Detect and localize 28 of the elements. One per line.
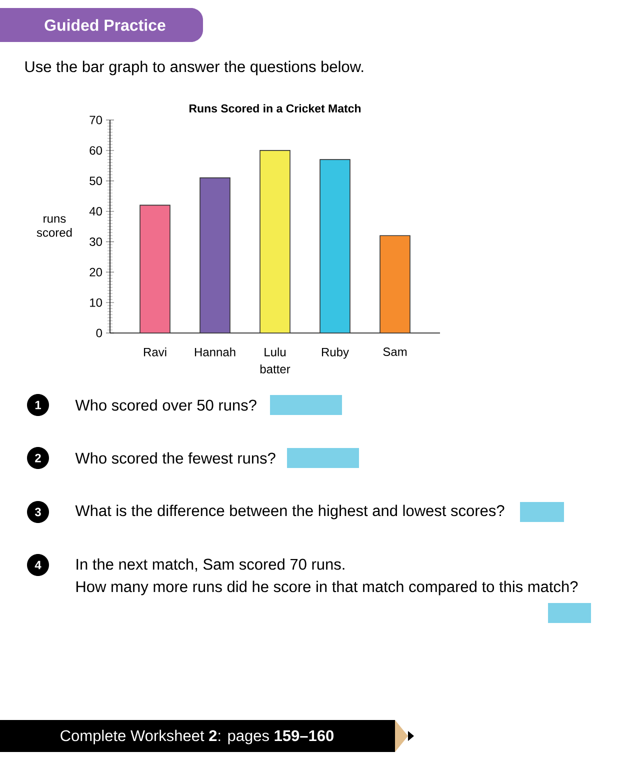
text: Guided Practice [44, 19, 166, 31]
chart-title: Runs Scored in a Cricket Match [189, 104, 361, 113]
text: Who scored the fewest runs? [75, 452, 276, 464]
y-tick-label: 70 [90, 116, 102, 124]
x-axis-title: batter [260, 364, 290, 374]
y-tick-label: 0 [96, 328, 102, 338]
text: Who scored over 50 runs? [75, 399, 256, 411]
y-tick-label: 30 [90, 237, 102, 246]
y-tick-label: 10 [90, 298, 102, 307]
x-tick-label: Sam [383, 348, 407, 356]
y-tick-label: 20 [90, 268, 102, 276]
text: Use the bar graph to answer the questions below. [25, 60, 364, 76]
text: 2 [35, 454, 41, 462]
y-axis-title: runs scored [36, 216, 72, 237]
text: Complete Worksheet 2: pages 159–160 [60, 730, 334, 744]
y-tick-label: 50 [90, 176, 102, 186]
text: In the next match, Sam scored 70 runs. [76, 558, 344, 572]
text: 3 [34, 508, 41, 516]
x-tick-label: Ruby [322, 348, 349, 359]
text: How many more runs did he score in that match compared to this match? [76, 580, 578, 596]
y-tick-label: 40 [89, 207, 102, 216]
text: 4 [34, 560, 42, 570]
x-tick-label: Lulu [264, 348, 286, 356]
x-tick-label: Hannah [194, 348, 236, 356]
text: 1 [35, 400, 42, 410]
x-tick-label: Ravi [144, 348, 166, 356]
text: What is the difference between the highest and lowest scores? [75, 504, 504, 520]
y-tick-label: 60 [90, 146, 102, 155]
